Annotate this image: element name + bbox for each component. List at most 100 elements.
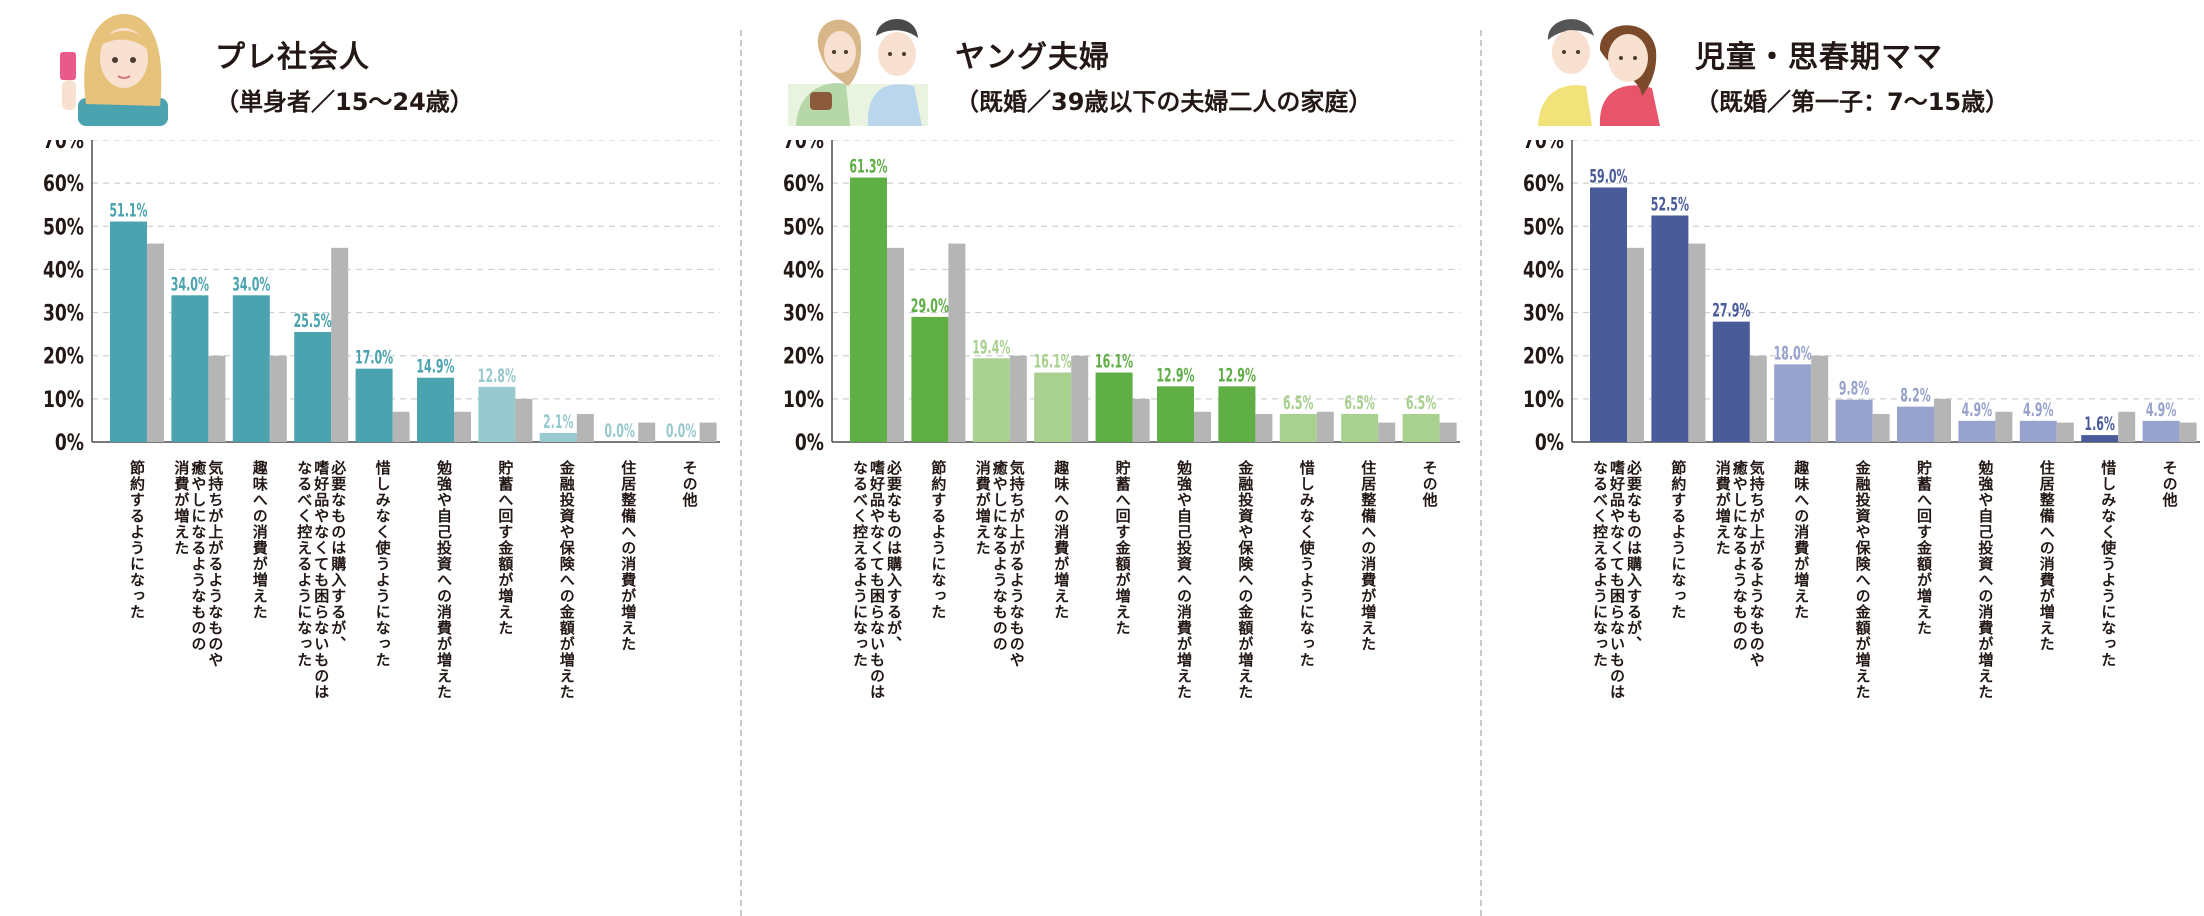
bar-segment — [1897, 406, 1934, 442]
bar-segment — [1835, 399, 1873, 442]
y-tick-label: 20% — [43, 344, 84, 370]
y-tick-label: 60% — [1523, 171, 1564, 197]
bar-value-label: 16.1% — [1095, 350, 1134, 372]
panel-title: ヤング夫婦 — [955, 40, 1110, 75]
category-label: なるべく控えるようになった — [1591, 460, 1609, 668]
panel-young-fuufu: ヤング夫婦 （既婚／39歳以下の夫婦二人の家庭） ヤング夫婦全体0%10%20%… — [770, 0, 1500, 916]
bar-chart-jidou-mama: 児童・思春期ママ全体0%10%20%30%40%50%60%70%59.0%必要… — [1523, 140, 2200, 700]
bar-value-label: 0.0% — [666, 420, 697, 442]
young-woman-phone-illustration — [60, 14, 168, 126]
bar-overall — [1872, 413, 1890, 442]
y-tick-label: 50% — [43, 214, 84, 240]
bar-value-label: 0.0% — [604, 420, 635, 442]
category-label: 貯蓄へ回す金額が増えた — [1915, 459, 1933, 636]
panel-title: 児童・思春期ママ — [1695, 40, 1943, 75]
y-tick-label: 10% — [43, 387, 84, 413]
category-label: 惜しみなく使うようになった — [2099, 459, 2117, 668]
y-tick-label: 10% — [783, 387, 824, 413]
bar-segment — [1341, 413, 1379, 442]
y-tick-label: 60% — [783, 171, 824, 197]
bar-segment — [2019, 420, 2057, 442]
bar-segment — [1712, 321, 1750, 442]
y-tick-label: 30% — [1523, 300, 1564, 326]
bar-overall — [1194, 411, 1211, 442]
bar-value-label: 59.0% — [1589, 165, 1628, 187]
bar-segment — [972, 358, 1010, 442]
bar-chart-pre-shakaijin: プレ社会人全体0%10%20%30%40%50%60%70%51.1%節約するよ… — [43, 140, 720, 700]
category-label: 消費が増えた — [172, 459, 190, 556]
bar-segment — [417, 377, 454, 442]
bar-value-label: 18.0% — [1774, 342, 1813, 364]
category-label: 住居整備への消費が増えた — [2038, 459, 2056, 652]
category-label: 住居整備への消費が増えた — [619, 459, 637, 652]
category-label: 消費が増えた — [1714, 459, 1732, 556]
bar-value-label: 29.0% — [911, 295, 950, 317]
category-label: 癒やしになるようなものの — [189, 459, 207, 652]
bar-segment — [355, 368, 393, 442]
bar-value-label: 16.1% — [1034, 350, 1073, 372]
y-tick-label: 30% — [43, 300, 84, 326]
panel-jidou-mama: 児童・思春期ママ （既婚／第一子：7〜15歳） 児童・思春期ママ全体0%10%2… — [1510, 0, 2204, 916]
bar-overall — [2056, 422, 2074, 442]
y-tick-label: 40% — [783, 257, 824, 283]
bar-segment — [1958, 420, 1996, 442]
bar-overall — [887, 247, 904, 442]
bar-overall — [1378, 422, 1396, 442]
category-label: 気持ちが上がるようなものや — [206, 459, 224, 668]
category-label: 金融投資や保険への金額が増えた — [1854, 459, 1872, 700]
bar-overall — [1811, 355, 1829, 442]
category-label: なるべく控えるようになった — [295, 460, 313, 668]
category-label: 節約するようになった — [929, 459, 947, 620]
young-couple-illustration — [788, 19, 928, 126]
mother-child-illustration — [1538, 19, 1660, 126]
panel-pre-shakaijin: プレ社会人 （単身者／15〜24歳） プレ社会人全体0%10%20%30%40%… — [30, 0, 760, 916]
bar-overall — [1627, 247, 1644, 442]
bar-value-label: 8.2% — [1900, 384, 1931, 406]
bar-value-label: 6.5% — [1344, 392, 1375, 414]
category-label: 貯蓄へ回す金額が増えた — [1114, 459, 1132, 636]
y-tick-label: 0% — [55, 430, 84, 456]
bar-value-label: 34.0% — [171, 273, 210, 295]
bar-value-label: 27.9% — [1712, 300, 1751, 322]
category-label: 趣味への消費が増えた — [251, 459, 269, 620]
y-tick-label: 20% — [1523, 344, 1564, 370]
panel-divider — [1480, 30, 1482, 916]
category-label: 勉強や自己投資への消費が増えた — [1175, 459, 1193, 700]
bar-value-label: 4.9% — [2146, 399, 2177, 421]
bar-chart-young-fuufu: ヤング夫婦全体0%10%20%30%40%50%60%70%61.3%必要なもの… — [783, 140, 1460, 700]
category-label: 嗜好品やなくても困らないものは — [312, 459, 330, 700]
bar-value-label: 14.9% — [416, 356, 455, 378]
bar-overall — [948, 243, 966, 442]
bar-value-label: 9.8% — [1839, 378, 1870, 400]
category-label: 住居整備への消費が増えた — [1359, 459, 1377, 652]
y-tick-label: 70% — [1523, 140, 1564, 154]
category-label: 必要なものは購入するが、 — [329, 459, 347, 652]
category-label: 消費が増えた — [974, 459, 992, 556]
panel-subtitle: （既婚／39歳以下の夫婦二人の家庭） — [955, 88, 1373, 116]
category-label: 必要なものは購入するが、 — [1625, 459, 1643, 652]
panel-divider — [740, 30, 742, 916]
bar-overall — [2179, 422, 2197, 442]
y-tick-label: 0% — [795, 430, 824, 456]
bar-segment — [1095, 372, 1133, 442]
bar-overall — [576, 413, 594, 442]
bar-segment — [1590, 187, 1627, 442]
category-label: 貯蓄へ回す金額が増えた — [496, 459, 514, 636]
bar-value-label: 12.9% — [1218, 364, 1257, 386]
bar-overall — [1688, 243, 1706, 442]
bar-overall — [2118, 411, 2136, 442]
category-label: 嗜好品やなくても困らないものは — [1608, 459, 1626, 700]
bar-overall — [1995, 411, 2013, 442]
y-tick-label: 40% — [1523, 257, 1564, 283]
category-label: 趣味への消費が増えた — [1792, 459, 1810, 620]
bar-overall — [638, 422, 656, 442]
category-label: 必要なものは購入するが、 — [885, 459, 903, 652]
bar-value-label: 17.0% — [355, 347, 394, 369]
category-label: 趣味への消費が増えた — [1052, 459, 1070, 620]
bar-segment — [1157, 386, 1194, 442]
bar-segment — [110, 221, 147, 442]
bar-value-label: 12.9% — [1156, 364, 1195, 386]
category-label: 節約するようになった — [128, 459, 146, 620]
bar-value-label: 51.1% — [109, 199, 148, 221]
